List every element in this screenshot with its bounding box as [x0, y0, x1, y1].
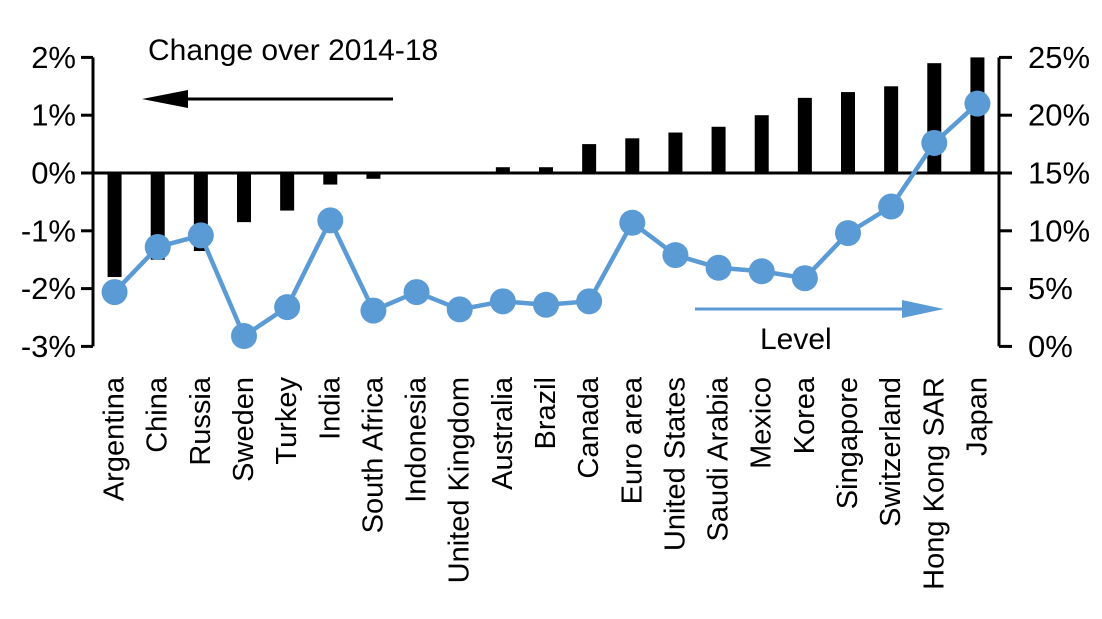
level-data-point [144, 233, 171, 260]
category-label: Mexico [746, 377, 778, 469]
level-data-point [360, 297, 387, 324]
left-arrow-head [142, 90, 188, 108]
change-bar [323, 173, 338, 185]
change-bar [495, 167, 510, 173]
change-bar [668, 132, 683, 173]
level-data-point [274, 294, 301, 321]
level-data-point [964, 90, 991, 117]
left-axis-tick-label: 1% [31, 98, 76, 133]
category-label: Sweden [228, 377, 260, 482]
left-arrow-icon [142, 90, 393, 108]
left-axis: 2% 1% 0% -1% -2% -3% [21, 40, 95, 364]
category-label: Euro area [616, 376, 648, 504]
right-axis-tick-label: 0% [1028, 329, 1073, 364]
level-data-point [101, 279, 128, 306]
category-label: Switzerland [875, 377, 907, 527]
change-bar [539, 167, 553, 173]
category-label: Argentina [99, 376, 131, 501]
level-data-point [576, 288, 603, 315]
level-data-point [533, 291, 559, 318]
right-arrow-icon [695, 300, 944, 318]
bar-series-label: Change over 2014-18 [148, 34, 438, 67]
right-axis-tick-label: 10% [1028, 213, 1090, 248]
category-label: Saudi Arabia [703, 376, 735, 541]
right-axis: 25% 20% 15% 10% 5% 0% [997, 40, 1090, 364]
left-axis-tick-label: -3% [21, 329, 76, 364]
level-data-point [705, 254, 732, 281]
right-arrow-head [902, 300, 944, 318]
level-data-point [878, 193, 905, 220]
line-series-annotation: Level [695, 300, 944, 356]
category-label: Korea [789, 376, 821, 454]
level-data-point [403, 279, 430, 306]
category-label: China [142, 376, 174, 453]
level-data-point [748, 258, 775, 285]
level-data-point [446, 296, 473, 323]
level-data-point [489, 288, 516, 315]
line-series-label: Level [760, 323, 832, 356]
bar-series-annotation: Change over 2014-18 [142, 34, 438, 108]
category-label: Japan [961, 377, 993, 456]
change-bar [754, 115, 769, 173]
change-bar [884, 86, 899, 173]
change-bar [582, 144, 597, 173]
level-data-point [317, 207, 344, 234]
change-bar [841, 92, 855, 173]
change-bar [280, 173, 295, 211]
left-axis-tick-label: -2% [21, 271, 76, 306]
category-label: Australia [487, 376, 519, 490]
category-label: Canada [573, 376, 605, 478]
change-bar [711, 126, 726, 173]
level-data-point [835, 220, 861, 247]
level-line-series [101, 90, 991, 349]
change-bar [625, 138, 640, 173]
category-label: South Africa [357, 376, 389, 533]
level-data-point [231, 322, 257, 349]
category-label: United States [659, 377, 691, 551]
category-label: Singapore [832, 377, 864, 509]
level-data-point [662, 242, 689, 269]
category-label: Turkey [271, 377, 303, 465]
category-label: Indonesia [401, 376, 433, 503]
level-data-point [187, 222, 214, 249]
right-axis-tick-label: 15% [1028, 156, 1090, 191]
change-bar [797, 97, 812, 173]
level-data-point [921, 129, 948, 156]
left-axis-tick-label: 2% [31, 40, 76, 75]
change-bar [107, 173, 122, 278]
right-axis-tick-label: 25% [1028, 40, 1090, 75]
category-label: United Kingdom [444, 377, 476, 583]
change-bar [366, 173, 381, 179]
category-label: India [314, 376, 346, 440]
level-data-point [791, 265, 818, 292]
category-label: Hong Kong SAR [918, 377, 950, 590]
level-data-point [619, 209, 646, 236]
change-bar [237, 173, 251, 223]
left-axis-tick-label: 0% [31, 156, 76, 191]
left-axis-tick-label: -1% [21, 213, 76, 248]
category-axis-labels: Argentina China Russia Sweden Turkey India Sou… [99, 376, 994, 590]
right-axis-tick-label: 20% [1028, 98, 1090, 133]
right-axis-tick-label: 5% [1028, 271, 1073, 306]
category-label: Russia [185, 376, 217, 466]
category-label: Brazil [530, 377, 562, 450]
change-bar [927, 63, 942, 173]
